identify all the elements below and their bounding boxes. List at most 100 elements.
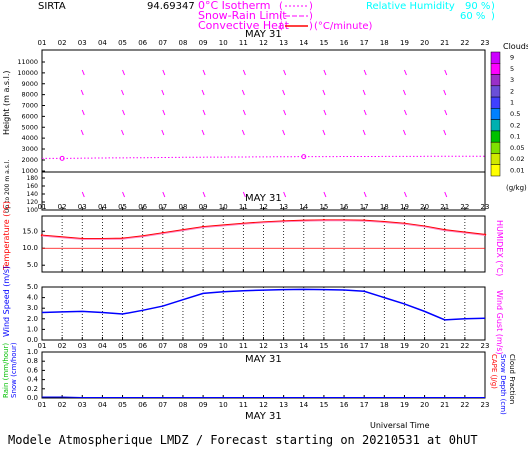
wind-barb	[362, 89, 366, 96]
hour-tick-label: 17	[360, 401, 369, 409]
hour-tick-label: 09	[199, 203, 208, 211]
hour-tick-label: 08	[178, 401, 187, 409]
isotherm-line	[42, 155, 485, 159]
wind-barb	[80, 129, 84, 136]
wind-barb	[201, 89, 205, 96]
rain-ylabel: Rain (mm/hour)	[2, 343, 10, 398]
hour-tick-label: 01	[38, 39, 47, 47]
wind-barb	[322, 89, 326, 96]
wind-barb	[402, 89, 406, 96]
wind-barb	[283, 109, 287, 116]
wind-barb	[402, 129, 406, 136]
hour-tick-label: 19	[400, 401, 409, 409]
height-tick-label-lower: 120	[27, 199, 39, 206]
legend-paren: (	[279, 1, 283, 12]
hour-tick-label: 07	[158, 342, 167, 350]
hour-tick-label: 19	[400, 203, 409, 211]
hour-tick-label: 16	[340, 39, 349, 47]
hour-tick-label: 08	[178, 39, 187, 47]
hour-tick-label: 03	[78, 39, 87, 47]
precip-tick-label: 1.0	[27, 348, 38, 356]
wind-barb	[241, 129, 245, 136]
hour-tick-label: 11	[239, 401, 248, 409]
isotherm-legend-label: 0°C Isotherm	[198, 0, 270, 12]
wind-barb	[242, 109, 246, 116]
hour-tick-label: 09	[199, 342, 208, 350]
wind-tick-label: 1.0	[27, 325, 38, 333]
wind-barb	[323, 109, 327, 116]
wind-barb	[403, 191, 407, 198]
hour-tick-label: 10	[219, 342, 228, 350]
wind-barb	[202, 191, 206, 198]
precip-tick-label: 0.6	[27, 366, 39, 374]
hour-tick-label: 06	[138, 203, 147, 211]
cloud-fraction-ylabel: Cloud Fraction	[508, 354, 516, 404]
height-tick-label: 9000	[21, 80, 38, 88]
colorbar-swatch	[490, 130, 501, 143]
hour-tick-label: 03	[78, 203, 87, 211]
hour-tick-label: 13	[279, 342, 288, 350]
date-label-bottom: MAY 31	[245, 411, 282, 422]
hour-tick-label: 07	[158, 203, 167, 211]
temp-tick-label: 10.0	[22, 244, 38, 252]
wind-barb	[122, 69, 126, 76]
hour-tick-label: 03	[78, 342, 87, 350]
colorbar-label: 1	[510, 99, 514, 107]
hour-tick-label: 01	[38, 203, 47, 211]
humidex-ylabel: HUMIDEX (°C)	[495, 220, 504, 276]
height-tick-label: 1000	[21, 167, 38, 175]
legend-paren: )	[309, 1, 313, 12]
hour-tick-label: 15	[319, 342, 328, 350]
date-label-temp: MAY 31	[245, 193, 282, 204]
hour-tick-label: 21	[440, 401, 449, 409]
hour-tick-label: 18	[380, 342, 389, 350]
colorbar-swatch	[490, 96, 501, 109]
legend-paren: )	[309, 11, 313, 22]
wind-barb	[282, 89, 286, 96]
hour-tick-label: 15	[319, 401, 328, 409]
hour-tick-label: 05	[118, 342, 127, 350]
hour-tick-label: 04	[98, 342, 107, 350]
clouds-colorbar: Clouds 9 5 3 2 1 0.5 0.2 0.1 0.05 0.02 0.01 (g/kg)	[490, 42, 528, 192]
wind-barb	[242, 69, 246, 76]
hour-tick-label: 05	[118, 203, 127, 211]
hour-tick-label: 14	[299, 401, 308, 409]
wind-barb	[161, 89, 165, 96]
colorbar-label: 0.01	[510, 166, 524, 174]
hour-tick-label: 04	[98, 39, 107, 47]
hour-tick-label: 09	[199, 39, 208, 47]
height-tick-label: 4000	[21, 134, 38, 142]
colorbar-unit: (g/kg)	[506, 184, 527, 192]
hour-tick-label: 18	[380, 401, 389, 409]
convective-legend-label: Convective Heat	[198, 19, 290, 32]
rh-paren: )	[491, 11, 495, 22]
hour-tick-label: 23	[481, 342, 490, 350]
coordinate-readout: 94.69347	[147, 1, 195, 12]
hour-tick-label: 04	[98, 203, 107, 211]
height-tick-label: 5000	[21, 123, 38, 131]
wind-barb	[444, 69, 448, 76]
height-tick-label-lower: 100	[27, 207, 39, 214]
hour-tick-label: 16	[340, 203, 349, 211]
hour-tick-label: 20	[420, 203, 429, 211]
colorbar-label: 0.02	[510, 155, 524, 163]
wind-barb	[443, 89, 447, 96]
temperature-panel: 01 02 03 04 05 06 07 08 09 10 11 12 13 14 15 16 17 18 19 20…	[22, 203, 489, 272]
legend-paren: (	[279, 21, 283, 32]
hour-tick-label: 13	[279, 39, 288, 47]
wind-tick-label: 0.0	[27, 336, 38, 344]
hour-tick-label: 21	[440, 39, 449, 47]
temp-tick-label: 15.0	[22, 227, 38, 235]
universal-time-label: Universal Time	[370, 421, 430, 430]
height-tick-label: 8000	[21, 91, 38, 99]
wind-barb	[283, 191, 287, 198]
hour-tick-label: 06	[138, 342, 147, 350]
hour-tick-label: 17	[360, 342, 369, 350]
legend-paren: )	[309, 21, 313, 32]
colorbar-label: 2	[510, 87, 514, 95]
snow-ylabel: Snow (cm/hour)	[10, 342, 18, 398]
hour-tick-label: 18	[380, 203, 389, 211]
wind-barb	[444, 191, 448, 198]
colorbar-label: 0.1	[510, 133, 520, 141]
hour-tick-label: 06	[138, 401, 147, 409]
